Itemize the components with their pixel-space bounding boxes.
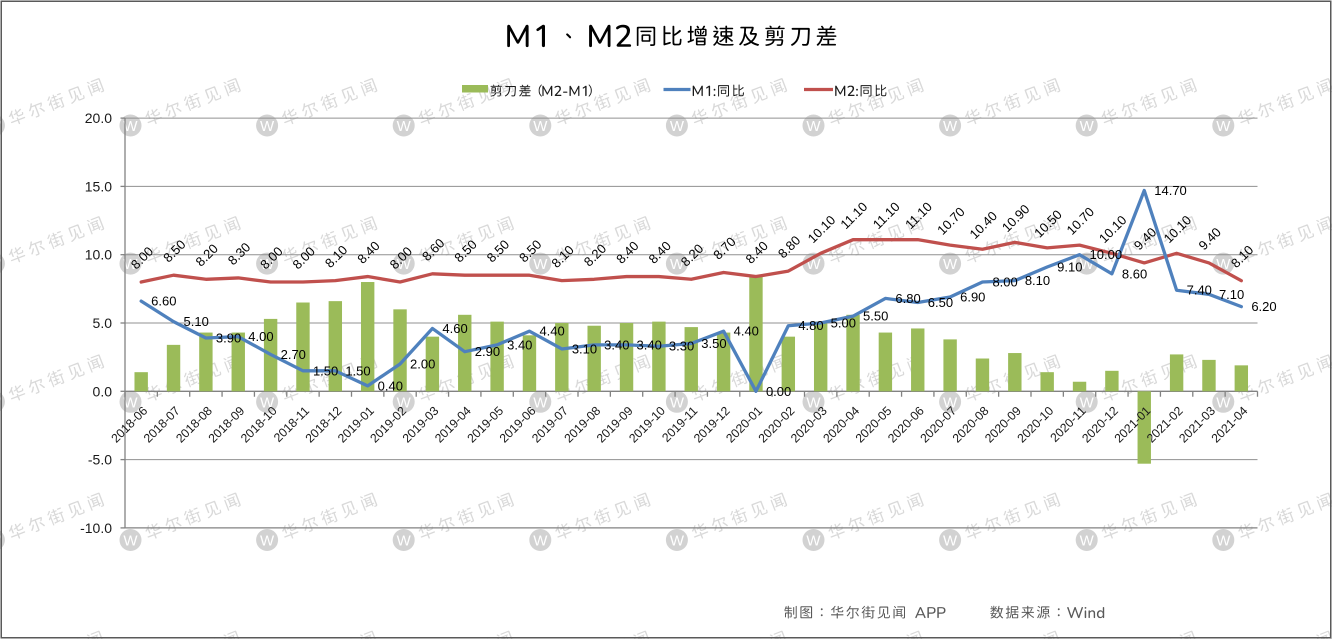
svg-text:3.90: 3.90: [216, 331, 241, 346]
svg-text:5.10: 5.10: [184, 314, 209, 329]
svg-text:5.0: 5.0: [93, 315, 113, 331]
svg-text:6.60: 6.60: [151, 294, 176, 309]
svg-text:6.90: 6.90: [960, 290, 985, 305]
svg-text:2.90: 2.90: [475, 344, 500, 359]
svg-text:7.40: 7.40: [1187, 283, 1212, 298]
svg-text:1.50: 1.50: [313, 363, 338, 378]
svg-text:6.20: 6.20: [1251, 299, 1276, 314]
svg-text:14.70: 14.70: [1154, 183, 1187, 198]
svg-text:6.80: 6.80: [895, 291, 920, 306]
svg-text:10.00: 10.00: [1090, 247, 1123, 262]
svg-text:3.10: 3.10: [572, 341, 597, 356]
svg-text:9.10: 9.10: [1057, 259, 1082, 274]
svg-text:0.40: 0.40: [378, 378, 403, 393]
svg-text:-5.0: -5.0: [88, 452, 112, 468]
svg-text:7.10: 7.10: [1219, 287, 1244, 302]
svg-text:3.50: 3.50: [701, 336, 726, 351]
svg-text:0.00: 0.00: [766, 384, 791, 399]
svg-text:4.40: 4.40: [734, 324, 759, 339]
svg-text:15.0: 15.0: [85, 178, 112, 194]
svg-text:8.10: 8.10: [1025, 273, 1050, 288]
svg-text:4.00: 4.00: [248, 329, 273, 344]
svg-text:0.0: 0.0: [93, 383, 113, 399]
svg-text:4.40: 4.40: [539, 324, 564, 339]
svg-text:3.40: 3.40: [507, 337, 532, 352]
svg-text:3.40: 3.40: [637, 337, 662, 352]
svg-text:2.70: 2.70: [281, 347, 306, 362]
svg-text:5.00: 5.00: [831, 316, 856, 331]
svg-text:10.0: 10.0: [85, 247, 112, 263]
svg-text:6.50: 6.50: [928, 295, 953, 310]
svg-text:4.60: 4.60: [442, 321, 467, 336]
svg-text:3.30: 3.30: [669, 339, 694, 354]
svg-text:8.00: 8.00: [992, 275, 1017, 290]
svg-text:5.50: 5.50: [863, 309, 888, 324]
svg-text:4.80: 4.80: [798, 318, 823, 333]
svg-text:8.60: 8.60: [1122, 266, 1147, 281]
svg-text:20.0: 20.0: [85, 110, 112, 126]
svg-text:3.40: 3.40: [604, 337, 629, 352]
svg-text:1.50: 1.50: [345, 363, 370, 378]
svg-text:2.00: 2.00: [410, 356, 435, 371]
svg-text:-10.0: -10.0: [80, 520, 112, 536]
